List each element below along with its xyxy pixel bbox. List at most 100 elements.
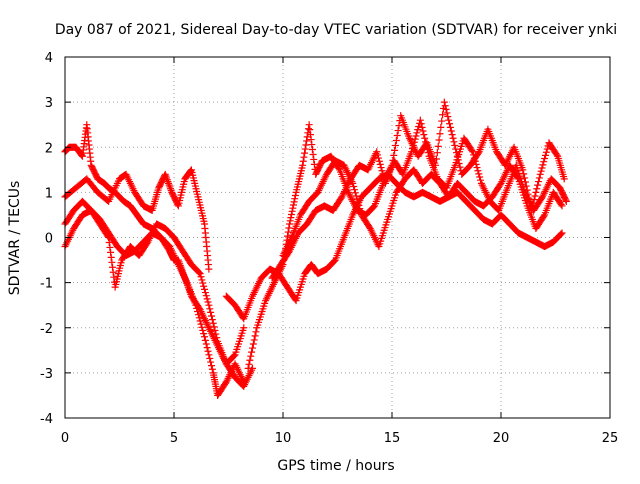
data-point: [302, 141, 310, 149]
data-point: [422, 138, 430, 146]
y-tick-label: -4: [40, 412, 53, 427]
y-tick-label: -3: [40, 367, 53, 382]
data-point: [393, 132, 401, 140]
data-point: [206, 354, 214, 362]
x-tick-label: 10: [275, 431, 292, 446]
data-point: [540, 158, 548, 166]
data-point: [289, 201, 297, 209]
data-point: [198, 323, 206, 331]
data-point: [202, 340, 210, 348]
data-point: [201, 333, 209, 341]
data-point: [455, 159, 463, 167]
data-point: [290, 198, 298, 206]
data-point: [446, 120, 454, 128]
data-point: [201, 336, 209, 344]
x-tick-label: 0: [61, 431, 69, 446]
data-point: [471, 157, 479, 165]
y-tick-label: 3: [45, 96, 53, 111]
data-point: [536, 170, 544, 178]
data-point: [439, 111, 447, 119]
data-point: [469, 148, 477, 156]
series-track-5: [222, 170, 566, 323]
data-point: [533, 185, 541, 193]
series-track-2: [61, 121, 256, 390]
data-point: [310, 155, 318, 163]
y-tick-label: 1: [45, 186, 53, 201]
data-point: [200, 282, 208, 290]
data-point: [208, 316, 216, 324]
data-point: [472, 160, 480, 168]
data-point: [392, 136, 400, 144]
data-point: [409, 141, 417, 149]
data-point: [284, 232, 292, 240]
data-point: [475, 170, 483, 178]
series-track-1: [61, 206, 248, 399]
data-point: [411, 135, 419, 143]
series-track-8: [279, 157, 566, 260]
data-point: [443, 109, 451, 117]
data-point: [200, 330, 208, 338]
data-point: [558, 229, 566, 237]
x-tick-label: 20: [493, 431, 510, 446]
data-point: [309, 150, 317, 158]
data-point: [308, 146, 316, 154]
data-point: [205, 265, 213, 273]
data-point: [519, 166, 527, 174]
data-point: [286, 217, 294, 225]
data-point: [373, 148, 381, 156]
y-tick-label: -1: [40, 277, 53, 292]
data-point: [448, 131, 456, 139]
data-point: [207, 312, 215, 320]
data-point: [210, 323, 218, 331]
data-point: [445, 116, 453, 124]
data-point: [310, 160, 318, 168]
data-point: [305, 121, 313, 129]
data-point: [476, 173, 484, 181]
data-point: [420, 131, 428, 139]
x-tick-label: 5: [170, 431, 178, 446]
data-point: [204, 347, 212, 355]
data-point: [374, 151, 382, 159]
data-point: [306, 126, 314, 134]
data-point: [434, 142, 442, 150]
data-point: [543, 145, 551, 153]
data-point: [538, 164, 546, 172]
data-point: [300, 153, 308, 161]
data-point: [245, 360, 253, 368]
data-point: [109, 263, 117, 271]
data-point: [534, 181, 542, 189]
x-tick-label: 15: [384, 431, 401, 446]
data-point: [207, 308, 215, 316]
data-point: [435, 136, 443, 144]
data-point: [442, 105, 450, 113]
data-point: [534, 178, 542, 186]
data-point: [204, 298, 212, 306]
data-point: [105, 234, 113, 241]
data-point: [378, 167, 386, 175]
data-point: [395, 122, 403, 130]
grid: [65, 57, 610, 418]
y-axis-label: SDTVAR / TECUs: [7, 181, 23, 296]
data-point: [562, 197, 570, 205]
data-point: [376, 160, 384, 168]
data-point: [379, 170, 387, 178]
data-point: [252, 328, 260, 336]
data-point: [250, 336, 258, 344]
data-point: [207, 362, 215, 370]
data-point: [433, 149, 441, 157]
data-point: [354, 198, 362, 206]
y-tick-label: 2: [45, 141, 53, 156]
data-point: [208, 365, 216, 373]
x-tick-label: 25: [602, 431, 619, 446]
data-point: [531, 192, 539, 200]
data-point: [421, 134, 429, 142]
data-point: [289, 204, 297, 212]
data-point: [542, 148, 550, 156]
y-tick-label: 4: [45, 51, 53, 66]
data-point: [196, 270, 204, 278]
data-point: [247, 352, 255, 360]
data-point: [557, 201, 565, 209]
data-point: [199, 279, 207, 287]
